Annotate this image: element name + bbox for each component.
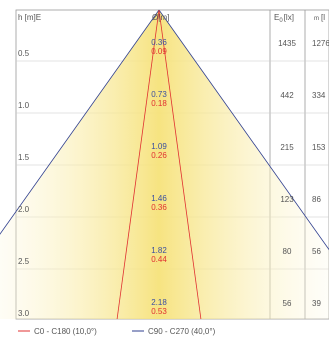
height-column-header: h [m]E — [18, 13, 41, 22]
illuminance-value: 56 — [283, 299, 292, 308]
legend-c0-label: C0 - C180 (10,0°) — [34, 327, 97, 336]
c90-diameter-label: 1.82 — [151, 246, 167, 255]
c0-diameter-label: 0.09 — [151, 47, 167, 56]
mean-illuminance-value: 39 — [312, 299, 321, 308]
height-label: 0.5 — [18, 49, 30, 58]
diameter-unit: [m] — [158, 13, 169, 22]
illuminance-value: 215 — [280, 143, 294, 152]
c0-diameter-label: 0.53 — [151, 307, 167, 316]
c0-beam-right — [158, 9, 202, 320]
c90-diameter-label: 0.73 — [151, 90, 167, 99]
mean-illuminance-value: 153 — [312, 143, 326, 152]
legend: C0 - C180 (10,0°) C90 - C270 (40,0°) — [18, 327, 216, 336]
height-label: 2.0 — [18, 205, 30, 214]
c0-diameter-label: 0.44 — [151, 255, 167, 264]
illuminance-symbol: E — [274, 13, 279, 22]
legend-c90-label: C90 - C270 (40,0°) — [148, 327, 216, 336]
illuminance-unit: [lx] — [284, 13, 294, 22]
illuminance-value: 442 — [280, 91, 294, 100]
diameter-column-header: Ø[m] — [152, 13, 169, 22]
c0-beam-left — [116, 9, 160, 320]
height-label: 1.5 — [18, 153, 30, 162]
diameter-symbol: Ø — [152, 13, 158, 22]
mean-unit: [l — [321, 13, 325, 22]
illuminance-value: 1435 — [278, 39, 296, 48]
mean-illuminance-value: 86 — [312, 195, 321, 204]
mean-illuminance-column-header: m [l — [314, 13, 325, 22]
mean-illuminance-value: 1276 — [312, 39, 329, 48]
c0-diameter-label: 0.36 — [151, 203, 167, 212]
c90-diameter-label: 1.09 — [151, 142, 167, 151]
height-label: 2.5 — [18, 257, 30, 266]
height-label: 3.0 — [18, 309, 30, 318]
c90-diameter-label: 0.36 — [151, 38, 167, 47]
mean-illuminance-value: 334 — [312, 91, 326, 100]
height-label: 1.0 — [18, 101, 30, 110]
c0-diameter-label: 0.18 — [151, 99, 167, 108]
mean-illuminance-value: 56 — [312, 247, 321, 256]
c90-beam-left — [0, 9, 160, 235]
light-cone — [0, 9, 329, 320]
illuminance-value: 123 — [280, 195, 294, 204]
c90-beam-right — [158, 9, 329, 251]
mean-prefix: m — [314, 16, 319, 22]
illuminance-column-header: E0[lx] — [274, 13, 294, 24]
illuminance-subscript: 0 — [279, 18, 283, 24]
c90-diameter-label: 1.46 — [151, 194, 167, 203]
illuminance-value: 80 — [283, 247, 292, 256]
cone-fill — [0, 10, 329, 319]
c90-diameter-label: 2.18 — [151, 298, 167, 307]
c0-diameter-label: 0.26 — [151, 151, 167, 160]
